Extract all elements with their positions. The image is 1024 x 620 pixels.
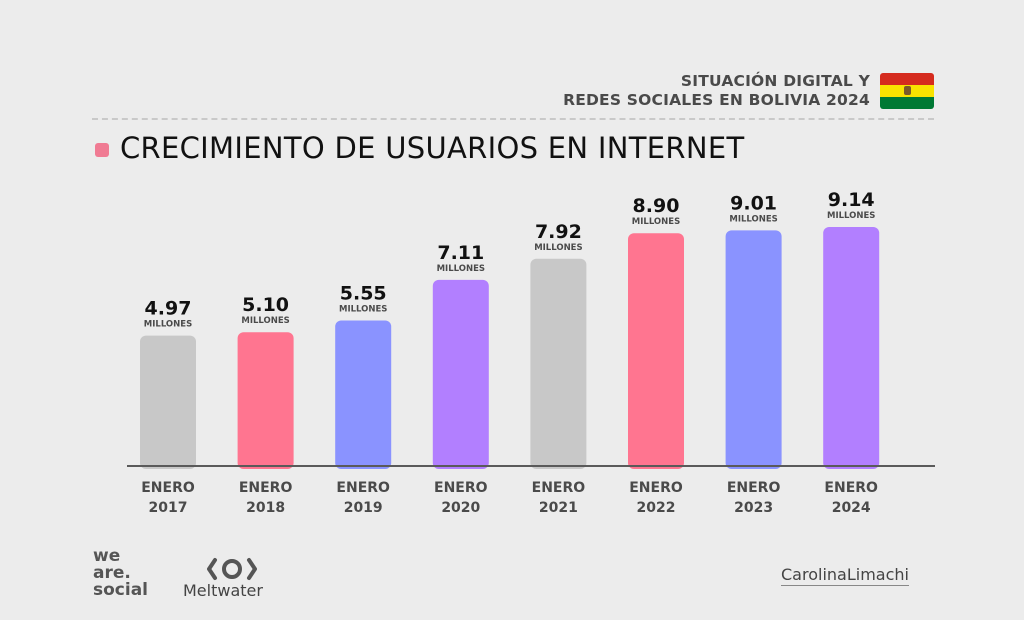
x-tick-label-month-2020: ENERO [434, 480, 488, 496]
bar-2021 [530, 258, 587, 469]
value-label-2024: 9.14 [828, 189, 875, 211]
x-tick-label-year-2017: 2017 [149, 500, 188, 516]
value-label-2019: 5.55 [340, 282, 387, 304]
bar-2024 [823, 227, 880, 469]
bar-2018 [237, 332, 294, 469]
x-tick-label-month-2018: ENERO [239, 480, 293, 496]
flag-stripe-red [880, 73, 934, 85]
unit-label-2021: MILLONES [534, 243, 582, 253]
report-title: SITUACIÓN DIGITAL Y REDES SOCIALES EN BO… [563, 72, 870, 110]
report-title-line-2: REDES SOCIALES EN BOLIVIA 2024 [563, 91, 870, 109]
we-are-social-line-2: are. [93, 563, 131, 583]
section-marker [95, 143, 109, 157]
unit-label-2022: MILLONES [632, 217, 680, 227]
bolivia-flag-icon [880, 73, 934, 109]
x-tick-label-month-2021: ENERO [532, 480, 586, 496]
report-title-line-1: SITUACIÓN DIGITAL Y [680, 72, 870, 90]
x-tick-label-year-2019: 2019 [344, 500, 383, 516]
bar-2020 [432, 279, 489, 469]
x-tick-label-year-2024: 2024 [832, 500, 871, 516]
author-logo: CarolinaLimachi [781, 565, 909, 586]
section-title: CRECIMIENTO DE USUARIOS EN INTERNET [120, 131, 745, 165]
unit-label-2018: MILLONES [241, 316, 289, 326]
we-are-social-line-3: social [93, 580, 149, 600]
x-tick-label-month-2023: ENERO [727, 480, 781, 496]
bar-2019 [335, 320, 392, 469]
value-label-2020: 7.11 [437, 242, 484, 264]
x-axis-line [127, 465, 935, 467]
bar-2023 [725, 230, 782, 469]
unit-label-2020: MILLONES [437, 264, 485, 274]
bar-2022 [628, 233, 684, 469]
x-tick-label-year-2021: 2021 [539, 500, 578, 516]
x-tick-label-month-2017: ENERO [141, 480, 195, 496]
x-tick-label-year-2022: 2022 [637, 500, 676, 516]
flag-stripe-green [880, 97, 934, 109]
x-tick-label-month-2019: ENERO [336, 480, 390, 496]
meltwater-icon [207, 558, 257, 580]
unit-label-2024: MILLONES [827, 211, 875, 221]
x-tick-label-year-2020: 2020 [441, 500, 480, 516]
we-are-social-line-1: we [93, 546, 121, 566]
x-tick-label-year-2018: 2018 [246, 500, 285, 516]
value-label-2021: 7.92 [535, 221, 582, 243]
unit-label-2019: MILLONES [339, 304, 387, 314]
header-divider [92, 118, 934, 120]
value-label-2018: 5.10 [242, 294, 289, 316]
x-tick-label-month-2022: ENERO [629, 480, 683, 496]
flag-emblem [904, 86, 911, 95]
value-label-2023: 9.01 [730, 192, 777, 214]
meltwater-logo: Meltwater [183, 581, 263, 600]
we-are-social-logo: we are. social [93, 548, 148, 599]
unit-label-2023: MILLONES [729, 214, 777, 224]
bar-2017 [140, 335, 196, 469]
x-tick-label-month-2024: ENERO [824, 480, 878, 496]
value-label-2022: 8.90 [633, 195, 680, 217]
unit-label-2017: MILLONES [144, 320, 192, 330]
value-label-2017: 4.97 [145, 298, 192, 320]
x-tick-label-year-2023: 2023 [734, 500, 773, 516]
